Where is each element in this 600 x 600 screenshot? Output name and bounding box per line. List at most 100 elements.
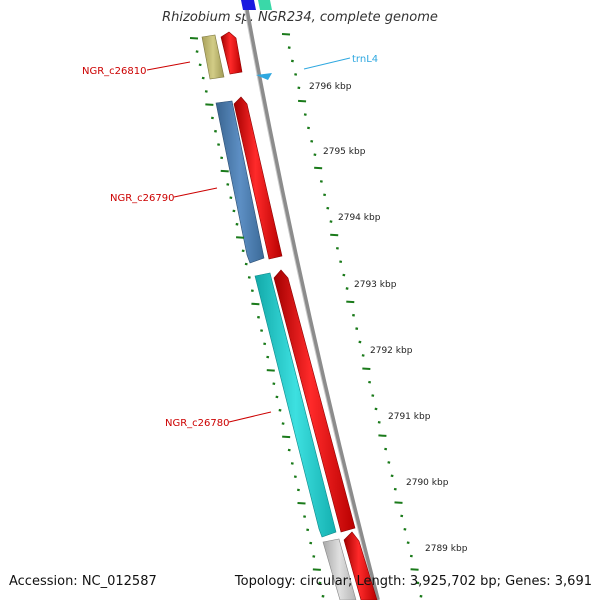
inner-tick-22 (260, 329, 264, 332)
outer-tick-37 (403, 528, 407, 531)
inner-tick-10 (220, 169, 229, 173)
outer-tick-20 (346, 300, 355, 304)
outer-tick-36 (400, 514, 404, 518)
inner-tick-27 (275, 395, 279, 399)
leader-trnl4 (303, 57, 351, 70)
outer-tick-35 (394, 501, 403, 504)
inner-tick-8 (217, 143, 221, 146)
outer-tick-25 (362, 367, 371, 371)
map-title: Rhizobium sp. NGR234, complete genome (162, 10, 438, 25)
inner-tick-15 (236, 236, 245, 239)
outer-tick-34 (393, 487, 397, 491)
inner-ruler-ticks (189, 37, 325, 598)
outer-tick-13 (326, 206, 330, 210)
inner-tick-37 (306, 528, 310, 532)
inner-tick-3 (201, 76, 205, 80)
inner-tick-34 (296, 488, 300, 492)
trna-trnl4-marker[interactable] (256, 73, 272, 80)
outer-tick-24 (361, 354, 365, 357)
inner-tick-1 (195, 50, 199, 53)
inner-tick-5 (205, 103, 214, 106)
inner-tick-35 (297, 502, 306, 505)
outer-tick-42 (419, 594, 423, 598)
outer-tick-38 (406, 541, 410, 545)
outer-tick-29 (377, 420, 381, 424)
inner-tick-16 (241, 249, 245, 253)
outer-tick-30 (378, 434, 387, 437)
outer-tick-33 (390, 474, 394, 478)
outer-tick-9 (313, 153, 317, 157)
label-trnl4: trnL4 (352, 54, 378, 65)
gene-bottom-gray[interactable] (322, 538, 357, 600)
inner-tick-26 (272, 382, 276, 386)
outer-tick-6 (303, 113, 307, 116)
gene-forward-2[interactable] (233, 96, 283, 260)
leader-ngr-c26780 (228, 411, 272, 423)
ruler-label-2796: 2796 kbp (309, 82, 352, 92)
outer-tick-26 (368, 380, 372, 384)
feature-top-blue (241, 0, 256, 10)
gene-ngr-c26790[interactable] (215, 100, 265, 264)
outer-tick-8 (310, 139, 314, 143)
inner-tick-25 (266, 369, 275, 372)
outer-tick-10 (314, 166, 323, 170)
outer-tick-16 (335, 247, 339, 250)
label-ngr-c26810: NGR_c26810 (82, 66, 147, 77)
outer-tick-19 (345, 287, 349, 290)
outer-tick-17 (339, 260, 343, 264)
ruler-label-2790: 2790 kbp (406, 478, 449, 488)
gene-forward-4[interactable] (343, 531, 378, 600)
inner-tick-19 (250, 289, 254, 293)
inner-tick-39 (312, 555, 316, 558)
genome-backbone (243, 0, 380, 600)
outer-ruler-labels: 2796 kbp 2795 kbp 2794 kbp 2793 kbp 2792… (309, 82, 468, 554)
ruler-label-2789: 2789 kbp (425, 544, 468, 554)
inner-tick-18 (247, 276, 251, 279)
outer-tick-12 (323, 193, 327, 197)
inner-tick-17 (244, 262, 248, 266)
outer-tick-28 (374, 407, 378, 411)
inner-tick-11 (226, 183, 230, 186)
outer-tick-18 (342, 273, 346, 277)
accession-text: Accession: NC_012587 (9, 574, 157, 589)
genome-backbone-highlight (242, 0, 377, 600)
outer-tick-40 (410, 568, 419, 571)
outer-tick-2 (290, 59, 294, 63)
inner-tick-36 (303, 515, 307, 518)
inner-tick-14 (235, 222, 239, 226)
gene-ngr-c26810[interactable] (201, 34, 225, 80)
outer-tick-3 (294, 73, 298, 76)
outer-tick-0 (281, 33, 291, 36)
inner-tick-24 (266, 355, 270, 359)
inner-tick-12 (229, 196, 233, 200)
gene-forward-1[interactable] (220, 31, 243, 75)
label-ngr-c26790: NGR_c26790 (110, 193, 175, 204)
outer-tick-32 (387, 461, 391, 464)
ruler-label-2792: 2792 kbp (370, 346, 413, 356)
inner-tick-4 (204, 90, 208, 93)
outer-tick-5 (298, 99, 307, 103)
inner-tick-20 (251, 302, 260, 306)
inner-tick-13 (232, 209, 236, 213)
feature-top-green (258, 0, 272, 10)
outer-tick-4 (297, 86, 301, 90)
outer-tick-22 (355, 327, 359, 330)
gene-ngr-c26780[interactable] (254, 272, 337, 538)
leader-ngr-c26810 (146, 61, 191, 71)
inner-tick-32 (290, 462, 294, 465)
inner-tick-30 (282, 435, 291, 439)
outer-tick-39 (409, 554, 413, 558)
outer-tick-14 (329, 220, 333, 223)
inner-tick-40 (312, 568, 321, 571)
gene-forward-3[interactable] (273, 269, 356, 533)
ruler-label-2795: 2795 kbp (323, 147, 366, 157)
outer-tick-21 (352, 313, 355, 317)
inner-tick-0 (189, 37, 199, 40)
inner-tick-28 (278, 408, 282, 412)
ruler-label-2791: 2791 kbp (388, 412, 431, 422)
ruler-label-2794: 2794 kbp (338, 213, 381, 223)
topology-text: Topology: circular; Length: 3,925,702 bp… (234, 574, 592, 589)
leader-ngr-c26790 (173, 187, 218, 198)
inner-tick-2 (198, 63, 202, 67)
inner-tick-41 (318, 581, 322, 585)
